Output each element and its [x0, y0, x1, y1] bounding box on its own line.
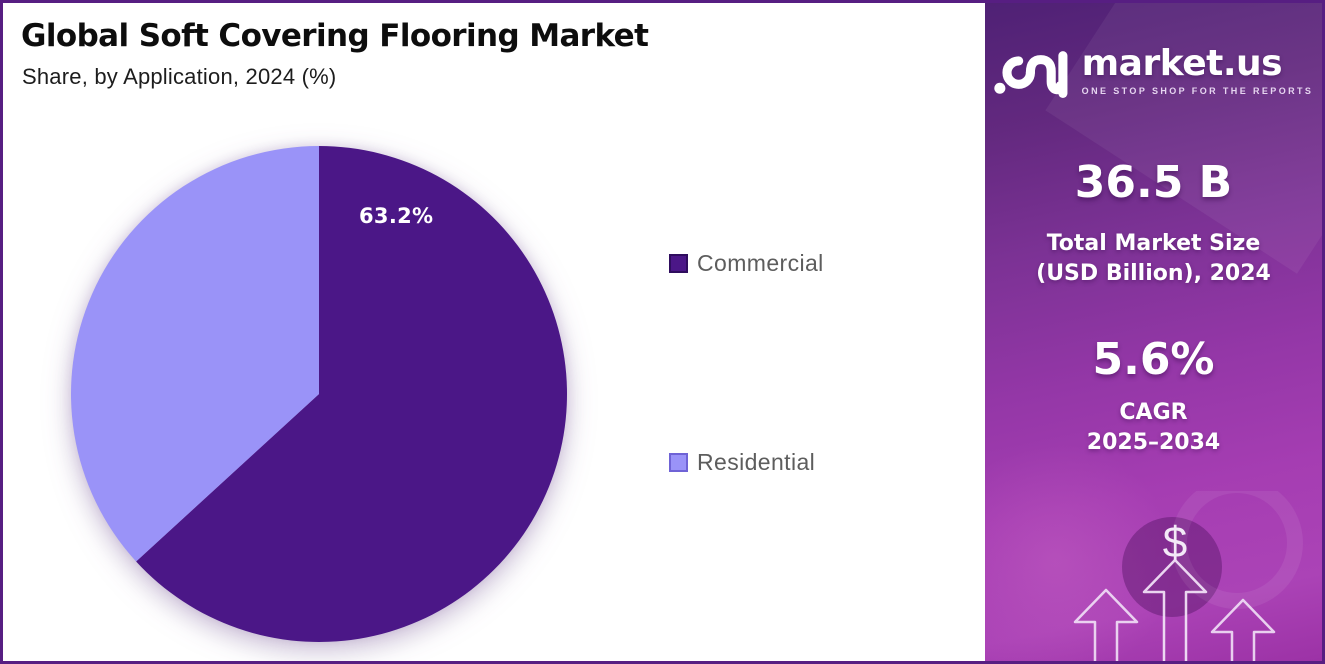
market-size-value: 36.5 B — [1074, 157, 1233, 208]
cagr-label-line2: 2025–2034 — [1086, 430, 1221, 456]
brand-name: market.us — [1081, 43, 1283, 84]
pie-slice-commercial[interactable] — [136, 146, 568, 642]
legend: Commercial Residential — [669, 3, 969, 661]
cagr-label-line1: CAGR — [1119, 400, 1188, 426]
pie-slice-label: 63.2% — [359, 204, 434, 228]
legend-label-commercial: Commercial — [697, 250, 824, 276]
market-size-label-line1: Total Market Size — [1046, 231, 1261, 256]
market-size-label-line2: (USD Billion), 2024 — [1036, 260, 1271, 286]
cagr-stat: 5.6% CAGR 2025–2034 — [1087, 288, 1220, 457]
ring-decoration — [1171, 491, 1303, 609]
pie-chart[interactable] — [59, 134, 579, 654]
cagr-value: 5.6% — [1092, 334, 1215, 386]
legend-label-residential: Residential — [697, 449, 816, 475]
marketus-logo[interactable]: market.us ONE STOP SHOP FOR THE REPORTS — [993, 39, 1314, 103]
market-size-stat: 36.5 B Total Market Size (USD Billion), … — [1036, 103, 1271, 288]
market-size-label: Total Market Size (USD Billion), 2024 — [1036, 229, 1271, 288]
marketus-logo-icon — [993, 51, 1068, 98]
brand-sidebar: market.us ONE STOP SHOP FOR THE REPORTS … — [985, 3, 1322, 661]
up-arrow-left-icon — [1073, 588, 1139, 661]
up-arrow-middle-icon — [1142, 558, 1208, 661]
legend-item-residential[interactable]: Residential — [669, 449, 815, 476]
chart-area: Global Soft Covering Flooring Market Sha… — [3, 3, 985, 661]
chart-title: Global Soft Covering Flooring Market — [21, 18, 649, 54]
pie-slice-residential[interactable] — [71, 146, 319, 562]
logo-text-block: market.us ONE STOP SHOP FOR THE REPORTS — [1081, 43, 1314, 97]
brand-tagline: ONE STOP SHOP FOR THE REPORTS — [1081, 86, 1314, 96]
legend-swatch-commercial — [669, 254, 688, 273]
growth-arrows-graphic: $ — [1073, 491, 1303, 661]
legend-swatch-residential — [669, 453, 688, 472]
up-arrow-right-icon — [1210, 598, 1276, 661]
chart-subtitle: Share, by Application, 2024 (%) — [22, 64, 337, 90]
cagr-label: CAGR 2025–2034 — [1087, 398, 1220, 457]
legend-item-commercial[interactable]: Commercial — [669, 250, 824, 277]
